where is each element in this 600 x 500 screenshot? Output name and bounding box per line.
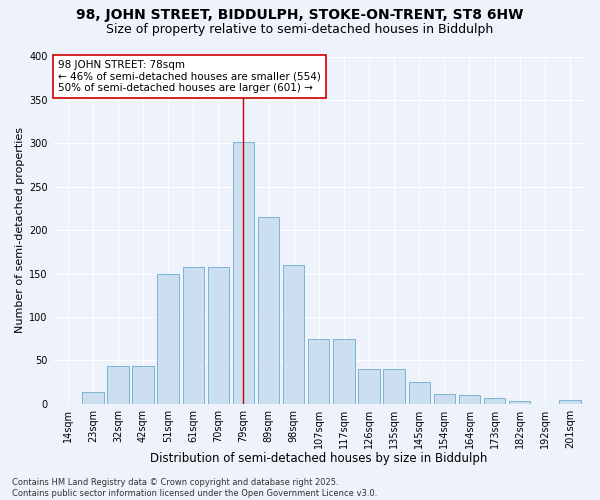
Bar <box>157 274 179 404</box>
Text: 98, JOHN STREET, BIDDULPH, STOKE-ON-TRENT, ST8 6HW: 98, JOHN STREET, BIDDULPH, STOKE-ON-TREN… <box>76 8 524 22</box>
Bar <box>233 142 254 404</box>
Text: 98 JOHN STREET: 78sqm
← 46% of semi-detached houses are smaller (554)
50% of sem: 98 JOHN STREET: 78sqm ← 46% of semi-deta… <box>58 60 321 93</box>
Bar <box>484 398 505 404</box>
Bar <box>283 265 304 404</box>
Bar <box>258 217 279 404</box>
X-axis label: Distribution of semi-detached houses by size in Biddulph: Distribution of semi-detached houses by … <box>150 452 488 465</box>
Bar <box>358 369 380 404</box>
Bar <box>509 401 530 404</box>
Text: Size of property relative to semi-detached houses in Biddulph: Size of property relative to semi-detach… <box>106 22 494 36</box>
Bar <box>182 266 204 404</box>
Y-axis label: Number of semi-detached properties: Number of semi-detached properties <box>15 127 25 333</box>
Bar <box>82 392 104 404</box>
Bar <box>133 366 154 404</box>
Bar <box>208 266 229 404</box>
Bar <box>333 338 355 404</box>
Bar <box>383 369 405 404</box>
Bar <box>409 382 430 404</box>
Bar <box>434 394 455 404</box>
Text: Contains HM Land Registry data © Crown copyright and database right 2025.
Contai: Contains HM Land Registry data © Crown c… <box>12 478 377 498</box>
Bar <box>107 366 128 404</box>
Bar <box>459 395 480 404</box>
Bar <box>308 338 329 404</box>
Bar <box>559 400 581 404</box>
